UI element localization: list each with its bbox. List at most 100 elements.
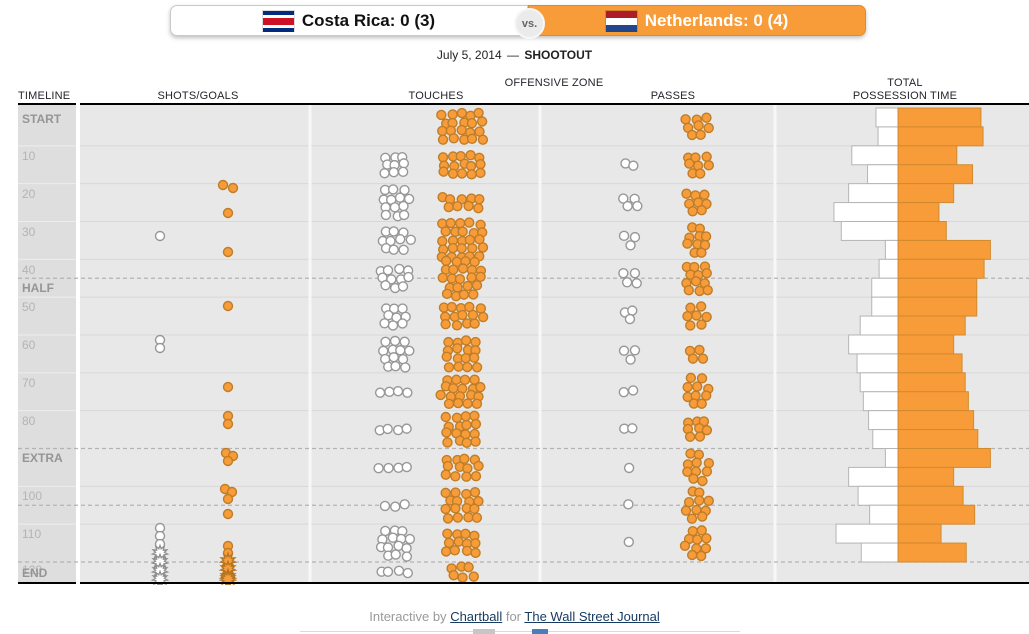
touches-dot-netherlands[interactable] <box>461 545 473 557</box>
scoreboard-home-button[interactable]: Costa Rica: 0 (3) <box>170 5 528 36</box>
possession-bar-costa-rica[interactable] <box>867 164 899 185</box>
touches-dot-netherlands[interactable] <box>448 264 459 275</box>
touches-dot-netherlands[interactable] <box>454 218 466 229</box>
touches-dot-netherlands[interactable] <box>441 427 452 438</box>
passes-dot-netherlands[interactable] <box>684 158 695 169</box>
touches-dot-netherlands[interactable] <box>470 547 481 559</box>
touches-dot-netherlands[interactable] <box>460 411 472 422</box>
possession-bar-costa-rica[interactable] <box>856 353 899 374</box>
passes-dot-netherlands[interactable] <box>686 549 698 561</box>
touches-dot-netherlands[interactable] <box>443 336 454 348</box>
touches-dot-netherlands[interactable] <box>442 460 454 472</box>
passes-dot-netherlands[interactable] <box>694 344 705 356</box>
touches-dot-costa-rica[interactable] <box>390 501 401 512</box>
possession-bar-netherlands[interactable] <box>897 485 964 506</box>
touches-dot-netherlands[interactable] <box>447 109 458 120</box>
possession-bar-netherlands[interactable] <box>897 429 979 449</box>
touches-dot-costa-rica[interactable] <box>393 565 405 576</box>
scoreboard-away-button[interactable]: Netherlands: 0 (4) <box>528 5 866 36</box>
touches-dot-costa-rica[interactable] <box>388 244 399 255</box>
touches-dot-netherlands[interactable] <box>448 133 459 144</box>
touches-dot-costa-rica[interactable] <box>380 280 391 291</box>
touches-dot-netherlands[interactable] <box>470 471 482 482</box>
possession-bar-costa-rica[interactable] <box>860 542 899 563</box>
passes-dot-netherlands[interactable] <box>692 534 703 545</box>
possession-bar-costa-rica[interactable] <box>848 334 899 355</box>
touches-dot-netherlands[interactable] <box>468 289 479 300</box>
touches-dot-netherlands[interactable] <box>464 234 476 246</box>
touches-dot-netherlands[interactable] <box>462 463 473 474</box>
passes-dot-netherlands[interactable] <box>696 247 707 258</box>
passes-dot-netherlands[interactable] <box>681 188 692 199</box>
touches-dot-netherlands[interactable] <box>450 503 461 514</box>
touches-dot-netherlands[interactable] <box>461 419 472 431</box>
passes-dot-costa-rica[interactable] <box>627 385 639 396</box>
touches-dot-netherlands[interactable] <box>456 124 467 136</box>
passes-dot-costa-rica[interactable] <box>628 160 639 171</box>
touches-dot-netherlands[interactable] <box>471 398 483 410</box>
passes-dot-costa-rica[interactable] <box>618 345 630 356</box>
possession-bar-costa-rica[interactable] <box>884 239 899 260</box>
touches-dot-costa-rica[interactable] <box>382 423 393 435</box>
touches-dot-netherlands[interactable] <box>460 335 472 346</box>
possession-bar-costa-rica[interactable] <box>877 126 899 147</box>
touches-dot-costa-rica[interactable] <box>390 549 401 560</box>
touches-dot-netherlands[interactable] <box>458 289 470 300</box>
shot-dot-netherlands[interactable] <box>222 300 234 312</box>
shot-dot-netherlands[interactable] <box>227 182 239 194</box>
touches-dot-netherlands[interactable] <box>460 352 471 364</box>
touches-dot-costa-rica[interactable] <box>382 566 394 577</box>
possession-bar-netherlands[interactable] <box>897 183 955 204</box>
passes-dot-netherlands[interactable] <box>686 513 698 524</box>
touches-dot-netherlands[interactable] <box>442 437 453 448</box>
passes-dot-netherlands[interactable] <box>696 398 707 409</box>
touches-dot-costa-rica[interactable] <box>399 499 410 510</box>
passes-dot-netherlands[interactable] <box>685 448 696 459</box>
touches-dot-costa-rica[interactable] <box>374 387 386 398</box>
passes-dot-netherlands[interactable] <box>703 122 714 134</box>
shot-dot-netherlands[interactable] <box>222 493 234 505</box>
passes-dot-costa-rica[interactable] <box>623 462 635 474</box>
touches-dot-costa-rica[interactable] <box>401 423 412 434</box>
touches-dot-netherlands[interactable] <box>440 255 452 267</box>
touches-dot-costa-rica[interactable] <box>379 500 391 512</box>
touches-dot-netherlands[interactable] <box>454 273 466 285</box>
touches-dot-netherlands[interactable] <box>459 374 471 386</box>
touches-dot-netherlands[interactable] <box>477 311 489 323</box>
passes-dot-netherlands[interactable] <box>703 160 714 171</box>
touches-dot-costa-rica[interactable] <box>395 233 406 245</box>
touches-dot-netherlands[interactable] <box>471 362 483 373</box>
passes-dot-netherlands[interactable] <box>683 284 695 296</box>
touches-dot-costa-rica[interactable] <box>380 209 392 221</box>
possession-bar-costa-rica[interactable] <box>868 410 899 431</box>
possession-bar-costa-rica[interactable] <box>848 183 899 204</box>
passes-dot-costa-rica[interactable] <box>618 386 629 398</box>
touches-dot-netherlands[interactable] <box>463 561 474 573</box>
touches-dot-costa-rica[interactable] <box>399 184 410 196</box>
touches-dot-netherlands[interactable] <box>466 169 477 180</box>
touches-dot-netherlands[interactable] <box>475 303 487 314</box>
touches-dot-netherlands[interactable] <box>460 528 471 540</box>
touches-dot-netherlands[interactable] <box>475 167 486 179</box>
touches-dot-costa-rica[interactable] <box>397 166 409 178</box>
touches-dot-netherlands[interactable] <box>453 361 464 372</box>
touches-dot-netherlands[interactable] <box>469 503 480 514</box>
possession-bar-netherlands[interactable] <box>897 542 967 563</box>
touches-dot-netherlands[interactable] <box>477 242 489 253</box>
passes-dot-netherlands[interactable] <box>701 112 712 123</box>
touches-dot-netherlands[interactable] <box>445 217 456 229</box>
touches-dot-costa-rica[interactable] <box>404 533 416 545</box>
touches-dot-netherlands[interactable] <box>456 107 468 119</box>
chartball-link[interactable]: Chartball <box>450 609 503 624</box>
touches-dot-netherlands[interactable] <box>473 203 484 214</box>
passes-dot-costa-rica[interactable] <box>627 423 638 434</box>
touches-dot-netherlands[interactable] <box>466 133 478 145</box>
touches-dot-netherlands[interactable] <box>470 538 481 549</box>
touches-dot-costa-rica[interactable] <box>398 158 410 169</box>
passes-dot-netherlands[interactable] <box>696 525 707 536</box>
possession-bar-netherlands[interactable] <box>897 504 976 525</box>
touches-dot-netherlands[interactable] <box>441 351 452 362</box>
touches-dot-netherlands[interactable] <box>443 362 455 373</box>
passes-dot-costa-rica[interactable] <box>625 240 636 251</box>
passes-dot-costa-rica[interactable] <box>624 313 636 325</box>
